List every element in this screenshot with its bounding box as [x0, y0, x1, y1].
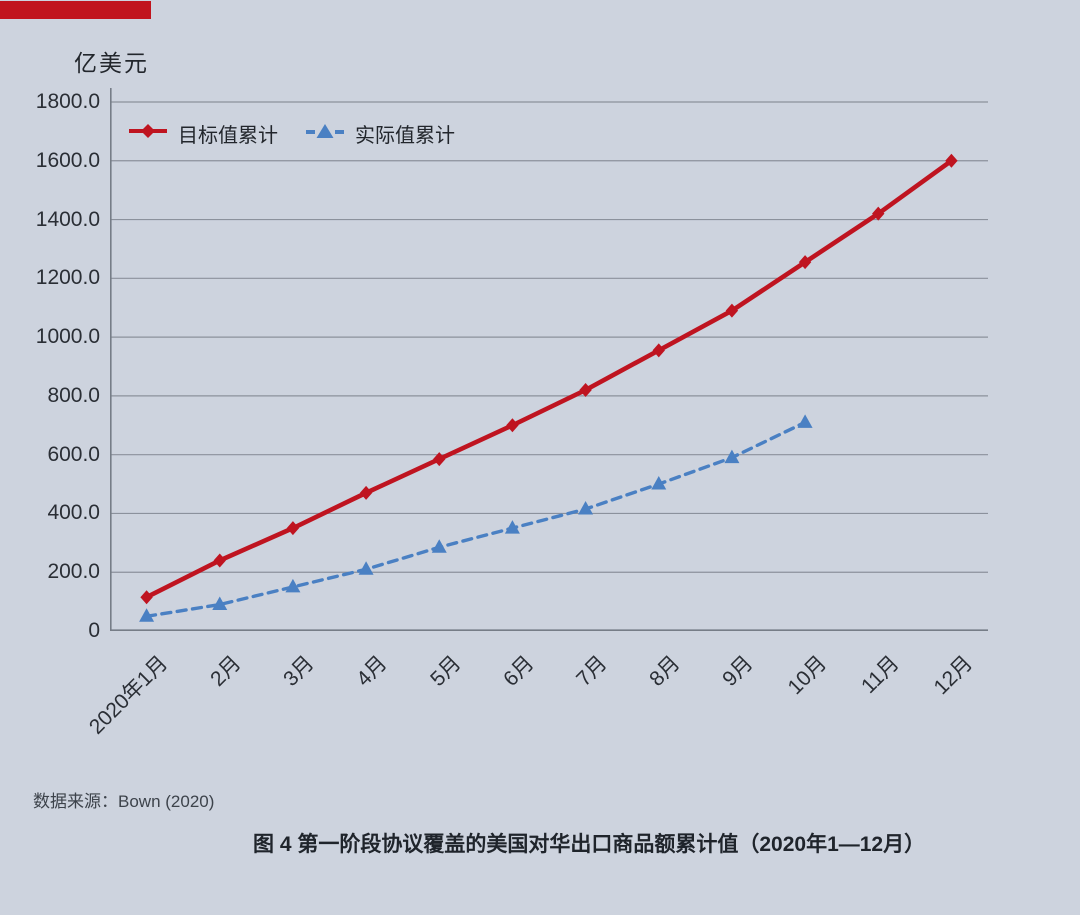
x-tick-label: 12月 [929, 651, 978, 700]
figure-caption: 图 4 第一阶段协议覆盖的美国对华出口商品额累计值（2020年1—12月） [253, 833, 926, 856]
x-tick-label: 11月 [857, 651, 905, 699]
actual-series-point [724, 449, 740, 464]
y-tick-label: 800.0 [47, 383, 100, 407]
actual-series-point [797, 414, 813, 428]
x-tick-label: 5月 [425, 651, 466, 691]
target-series-point [359, 485, 373, 500]
x-tick-label: 8月 [645, 651, 685, 691]
actual-series-point [504, 520, 520, 534]
actual-series-marker-icon [305, 123, 345, 144]
target-series-point [872, 206, 885, 221]
legend-item-actual: 实际值累计 [305, 119, 455, 148]
x-tick-label: 3月 [279, 651, 319, 691]
target-series-point [725, 303, 739, 318]
x-tick-label: 2020年1月 [85, 651, 173, 739]
target-series-point [433, 452, 446, 467]
y-tick-label: 200.0 [47, 560, 100, 584]
x-tick-label: 7月 [572, 651, 612, 691]
y-tick-label: 600.0 [47, 442, 100, 466]
legend-item-target: 目标值累计 [128, 119, 278, 148]
y-tick-label: 1600.0 [35, 148, 100, 172]
actual-series-point [358, 561, 374, 575]
legend-label-target: 目标值累计 [178, 125, 278, 147]
data-source-note: 数据来源：Bown (2020) [33, 792, 215, 811]
target-series-point [945, 153, 958, 168]
actual-series-point [285, 578, 301, 593]
x-tick-label: 9月 [718, 651, 758, 691]
chart-legend: 目标值累计 实际值累计 [128, 119, 455, 148]
x-tick-label: 4月 [352, 651, 392, 691]
x-tick-label: 10月 [783, 651, 831, 700]
actual-series-line [144, 420, 807, 619]
target-series-point [652, 343, 665, 358]
y-tick-label: 1000.0 [35, 325, 100, 349]
y-tick-label: 1800.0 [35, 90, 100, 113]
legend-label-actual: 实际值累计 [355, 125, 455, 147]
y-axis-unit-label: 亿美元 [74, 50, 149, 76]
actual-series-point [139, 608, 155, 622]
y-tick-label: 400.0 [47, 501, 100, 525]
target-series-marker-icon [128, 123, 168, 144]
x-tick-label: 2月 [206, 651, 246, 691]
target-series-point [140, 590, 153, 605]
target-series-line [144, 158, 954, 600]
line-chart-plot-area [110, 88, 988, 631]
target-series-point [213, 553, 226, 568]
actual-series-point [431, 539, 447, 553]
actual-series-point [212, 596, 228, 611]
target-series-point [286, 521, 300, 536]
x-tick-label: 6月 [498, 651, 539, 691]
target-series-point [506, 418, 519, 433]
actual-series-point [578, 501, 594, 515]
y-tick-label: 0 [88, 619, 100, 642]
actual-series-point [651, 476, 667, 490]
y-tick-label: 1400.0 [35, 207, 100, 231]
y-tick-label: 1200.0 [35, 266, 100, 290]
accent-bar [0, 1, 151, 19]
